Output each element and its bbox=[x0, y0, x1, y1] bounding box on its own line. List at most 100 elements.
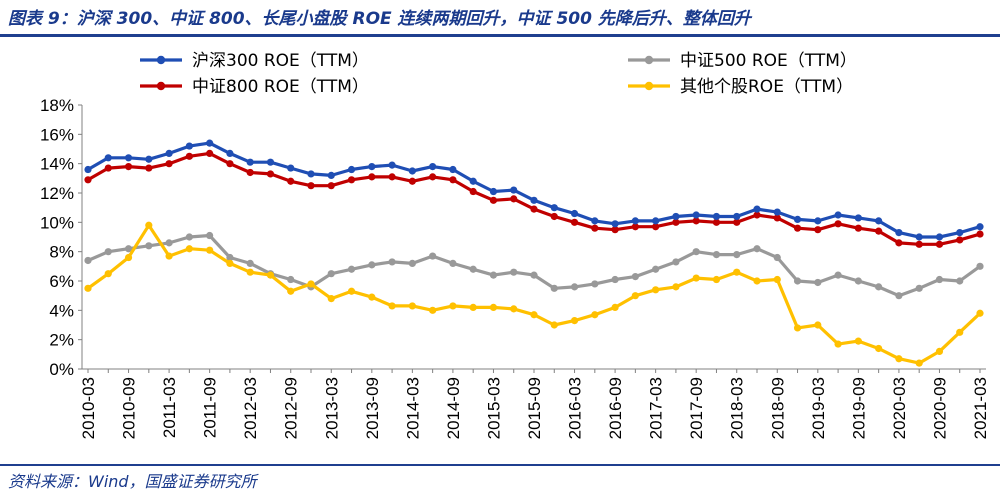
x-tick-label: 2017-03 bbox=[647, 377, 666, 439]
data-point-zz500 bbox=[510, 268, 518, 276]
legend-marker-hs300 bbox=[156, 55, 166, 65]
y-tick-label: 8% bbox=[49, 243, 74, 262]
x-tick-label: 2011-09 bbox=[201, 377, 220, 438]
data-point-zz800 bbox=[206, 149, 214, 157]
data-point-hs300 bbox=[530, 196, 538, 204]
data-point-zz800 bbox=[733, 218, 741, 226]
data-point-other bbox=[510, 305, 518, 313]
data-point-zz800 bbox=[489, 196, 498, 204]
data-point-zz800 bbox=[956, 236, 964, 244]
data-point-zz500 bbox=[631, 273, 639, 281]
data-point-other bbox=[104, 270, 112, 278]
data-point-hs300 bbox=[124, 154, 133, 162]
data-point-other bbox=[793, 324, 802, 332]
data-point-zz800 bbox=[834, 220, 842, 228]
legend-label-other: 其他个股ROE（TTM） bbox=[680, 77, 853, 97]
data-point-other bbox=[145, 221, 153, 229]
data-point-other bbox=[976, 309, 984, 317]
x-tick-label: 2012-03 bbox=[241, 377, 260, 439]
data-point-hs300 bbox=[652, 217, 660, 225]
data-point-zz500 bbox=[915, 284, 923, 292]
data-point-other bbox=[226, 259, 234, 267]
data-point-zz800 bbox=[854, 224, 862, 232]
title-rule bbox=[0, 34, 1000, 37]
chart-axes bbox=[81, 105, 986, 370]
data-point-zz500 bbox=[347, 265, 356, 273]
data-point-hs300 bbox=[246, 158, 254, 166]
data-point-zz500 bbox=[692, 248, 700, 256]
data-point-zz800 bbox=[753, 211, 761, 219]
data-point-hs300 bbox=[368, 163, 376, 171]
data-point-zz500 bbox=[611, 275, 619, 284]
data-point-other bbox=[489, 303, 498, 311]
x-tick-label: 2011-03 bbox=[160, 377, 179, 438]
y-tick-label: 18% bbox=[40, 96, 74, 115]
series-lines bbox=[84, 139, 984, 367]
data-point-other bbox=[347, 287, 356, 295]
data-point-zz500 bbox=[895, 292, 903, 300]
data-point-zz500 bbox=[793, 277, 802, 285]
data-point-hs300 bbox=[145, 155, 153, 163]
data-point-zz500 bbox=[145, 242, 153, 250]
data-point-other bbox=[652, 286, 660, 294]
data-point-other bbox=[956, 328, 964, 336]
data-point-zz500 bbox=[124, 245, 133, 253]
data-point-other bbox=[388, 302, 396, 310]
data-point-hs300 bbox=[976, 223, 984, 231]
data-point-hs300 bbox=[570, 209, 579, 218]
data-point-other bbox=[449, 302, 457, 310]
x-tick-label: 2015-09 bbox=[525, 377, 544, 439]
data-point-other bbox=[895, 355, 903, 363]
data-point-zz500 bbox=[287, 275, 295, 284]
data-point-hs300 bbox=[489, 187, 498, 196]
data-point-zz800 bbox=[246, 168, 254, 177]
data-point-zz500 bbox=[956, 277, 964, 285]
data-point-zz500 bbox=[814, 278, 822, 287]
data-point-other bbox=[550, 321, 558, 329]
data-point-zz800 bbox=[124, 163, 133, 171]
data-point-zz800 bbox=[793, 224, 802, 232]
data-point-zz500 bbox=[165, 239, 173, 247]
y-tick-label: 14% bbox=[40, 155, 74, 174]
data-point-zz500 bbox=[84, 256, 92, 265]
legend-marker-zz800 bbox=[156, 81, 166, 91]
x-tick-label: 2013-09 bbox=[363, 377, 382, 439]
data-point-zz500 bbox=[591, 280, 599, 288]
data-point-zz800 bbox=[530, 205, 538, 213]
x-tick-label: 2019-03 bbox=[809, 377, 828, 439]
data-point-other bbox=[733, 268, 741, 276]
data-point-other bbox=[753, 277, 761, 285]
data-point-zz500 bbox=[753, 245, 761, 253]
data-point-other bbox=[692, 274, 700, 282]
series-line-other bbox=[87, 223, 982, 365]
data-point-hs300 bbox=[226, 149, 234, 157]
data-point-hs300 bbox=[733, 212, 741, 221]
data-point-other bbox=[469, 303, 477, 311]
x-tick-label: 2013-03 bbox=[322, 377, 341, 439]
data-point-zz800 bbox=[185, 152, 193, 160]
x-tick-label: 2021-03 bbox=[971, 377, 990, 439]
data-point-zz500 bbox=[976, 262, 984, 270]
data-point-zz500 bbox=[104, 248, 112, 256]
data-point-hs300 bbox=[429, 163, 437, 171]
data-point-hs300 bbox=[408, 167, 416, 175]
data-point-other bbox=[935, 347, 944, 355]
data-point-zz800 bbox=[266, 170, 275, 178]
data-point-other bbox=[246, 268, 254, 276]
y-tick-labels: 0% 2% 4% 6% 8% 10% 12% 14% 16% 18% bbox=[40, 96, 82, 379]
x-tick-label: 2020-09 bbox=[930, 377, 949, 439]
figure-title: 图表 9：沪深 300、中证 800、长尾小盘股 ROE 连续两期回升，中证 5… bbox=[8, 9, 751, 29]
data-point-hs300 bbox=[814, 217, 822, 225]
data-point-zz500 bbox=[733, 251, 741, 259]
data-point-zz800 bbox=[935, 240, 944, 248]
data-point-zz500 bbox=[489, 271, 498, 279]
data-point-zz800 bbox=[976, 230, 984, 238]
data-point-zz800 bbox=[104, 164, 112, 172]
data-point-zz500 bbox=[449, 259, 457, 267]
data-point-zz800 bbox=[347, 176, 356, 184]
data-point-hs300 bbox=[935, 233, 944, 241]
data-point-zz800 bbox=[429, 173, 437, 181]
data-point-zz500 bbox=[875, 283, 883, 291]
data-point-hs300 bbox=[834, 211, 842, 219]
data-point-zz800 bbox=[368, 173, 376, 181]
